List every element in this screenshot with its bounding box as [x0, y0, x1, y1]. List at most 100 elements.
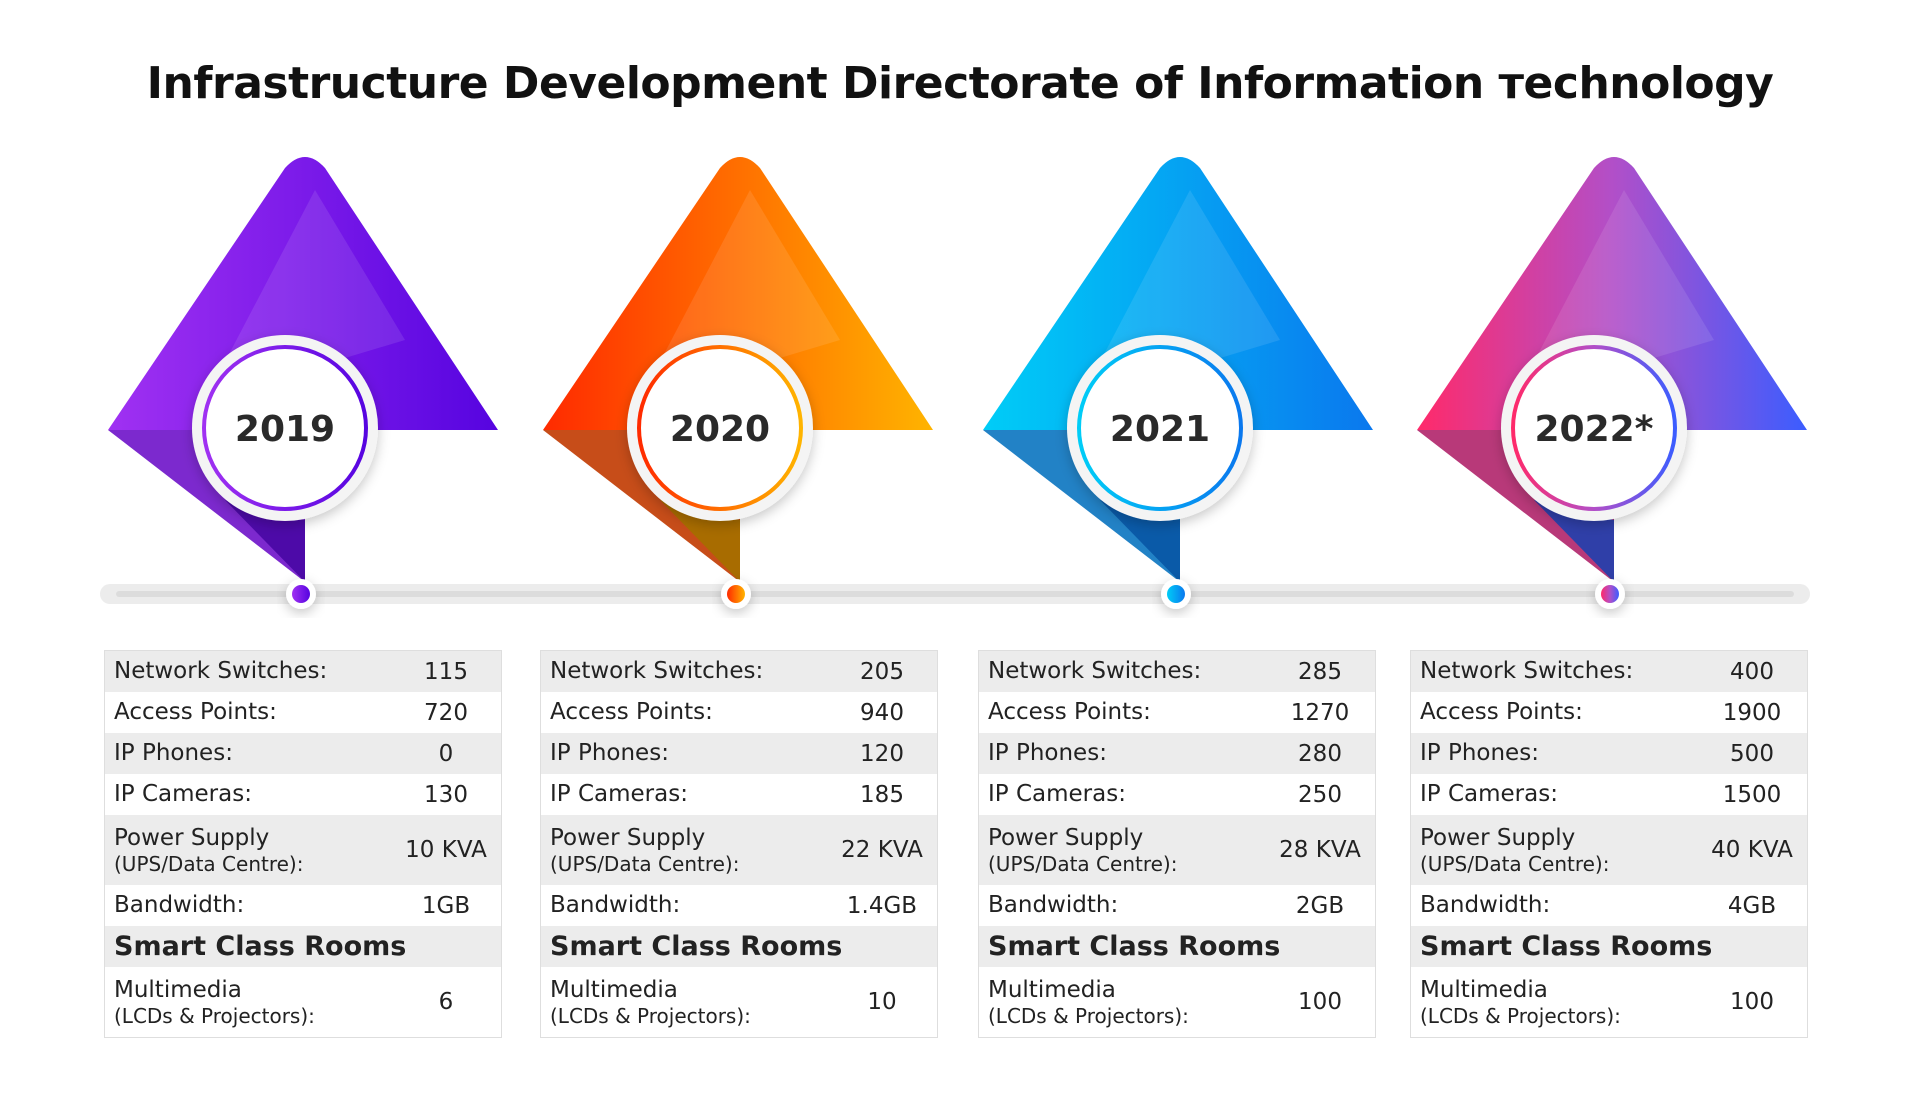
- row-value: 10: [867, 989, 897, 1015]
- ip-phones-row: IP Phones: 500: [1411, 733, 1807, 774]
- row-label: Multimedia (LCDs & Projectors):: [1420, 976, 1621, 1028]
- access-points-row: Access Points: 940: [541, 692, 937, 733]
- smart-class-rooms-heading: Smart Class Rooms: [1411, 926, 1807, 967]
- stats-table-2021: Network Switches: 285 Access Points: 1270 IP…: [978, 650, 1376, 1038]
- row-label: Multimedia (LCDs & Projectors):: [114, 976, 315, 1028]
- year-label: 2019: [235, 409, 335, 450]
- bandwidth-row: Bandwidth: 2GB: [979, 885, 1375, 926]
- row-label: Access Points:: [114, 699, 277, 725]
- year-marker-2022: 2022*: [1417, 157, 1807, 609]
- network-switches-row: Network Switches: 285: [979, 651, 1375, 692]
- stats-table-2019: Network Switches: 115 Access Points: 720 IP …: [104, 650, 502, 1038]
- row-value: 1GB: [421, 892, 471, 919]
- bandwidth-row: Bandwidth: 1.4GB: [541, 885, 937, 926]
- row-label: Smart Class Rooms: [988, 931, 1281, 962]
- multimedia-row: Multimedia (LCDs & Projectors): 10: [541, 967, 937, 1037]
- year-label: 2022*: [1534, 409, 1653, 450]
- access-points-row: Access Points: 720: [105, 692, 501, 733]
- row-label: IP Phones:: [988, 740, 1107, 766]
- row-label: Power Supply (UPS/Data Centre):: [1420, 824, 1610, 876]
- multimedia-row: Multimedia (LCDs & Projectors): 6: [105, 967, 501, 1037]
- row-value: 185: [860, 781, 904, 808]
- row-label: IP Cameras:: [1420, 781, 1558, 807]
- row-label: Bandwidth:: [988, 892, 1119, 918]
- network-switches-row: Network Switches: 115: [105, 651, 501, 692]
- row-value: 100: [1298, 989, 1342, 1015]
- ip-cameras-row: IP Cameras: 185: [541, 774, 937, 815]
- row-value: 1500: [1722, 781, 1782, 808]
- row-label: Access Points:: [1420, 699, 1583, 725]
- ip-cameras-row: IP Cameras: 130: [105, 774, 501, 815]
- row-label: Power Supply (UPS/Data Centre):: [550, 824, 740, 876]
- row-value: 280: [1298, 740, 1342, 767]
- row-value: 28 KVA: [1279, 837, 1361, 863]
- access-points-row: Access Points: 1900: [1411, 692, 1807, 733]
- row-label: IP Phones:: [114, 740, 233, 766]
- row-value: 940: [860, 699, 904, 726]
- row-value: 40 KVA: [1711, 837, 1793, 863]
- row-label: IP Cameras:: [988, 781, 1126, 807]
- smart-class-rooms-heading: Smart Class Rooms: [105, 926, 501, 967]
- smart-class-rooms-heading: Smart Class Rooms: [541, 926, 937, 967]
- row-label: Smart Class Rooms: [1420, 931, 1713, 962]
- row-label: Access Points:: [988, 699, 1151, 725]
- row-value: 205: [860, 658, 904, 685]
- year-label: 2021: [1110, 409, 1210, 450]
- row-label: IP Phones:: [1420, 740, 1539, 766]
- multimedia-row: Multimedia (LCDs & Projectors): 100: [1411, 967, 1807, 1037]
- row-label: Multimedia (LCDs & Projectors):: [550, 976, 751, 1028]
- row-value: 720: [424, 699, 468, 726]
- row-label: Network Switches:: [550, 658, 764, 684]
- row-label: Bandwidth:: [114, 892, 245, 918]
- network-switches-row: Network Switches: 400: [1411, 651, 1807, 692]
- ip-phones-row: IP Phones: 280: [979, 733, 1375, 774]
- stats-table-2020: Network Switches: 205 Access Points: 940 IP …: [540, 650, 938, 1038]
- row-value: 400: [1730, 658, 1774, 685]
- row-label: Network Switches:: [988, 658, 1202, 684]
- row-value: 120: [860, 740, 904, 767]
- row-value: 1900: [1722, 699, 1782, 726]
- network-switches-row: Network Switches: 205: [541, 651, 937, 692]
- year-label: 2020: [670, 409, 770, 450]
- row-value: 0: [438, 740, 454, 767]
- row-value: 500: [1730, 740, 1774, 767]
- ip-phones-row: IP Phones: 0: [105, 733, 501, 774]
- power-supply-row: Power Supply (UPS/Data Centre): 40 KVA: [1411, 815, 1807, 885]
- row-value: 285: [1298, 658, 1342, 685]
- row-value: 1.4GB: [846, 892, 918, 919]
- row-label: IP Phones:: [550, 740, 669, 766]
- row-value: 250: [1298, 781, 1342, 808]
- row-label: Network Switches:: [114, 658, 328, 684]
- ip-phones-row: IP Phones: 120: [541, 733, 937, 774]
- ip-cameras-row: IP Cameras: 1500: [1411, 774, 1807, 815]
- row-label: Access Points:: [550, 699, 713, 725]
- year-marker-2021: 2021: [983, 157, 1373, 609]
- row-label: Bandwidth:: [1420, 892, 1551, 918]
- row-label: IP Cameras:: [114, 781, 252, 807]
- row-value: 2GB: [1295, 892, 1345, 919]
- row-label: Power Supply (UPS/Data Centre):: [114, 824, 304, 876]
- row-value: 22 KVA: [841, 837, 923, 863]
- power-supply-row: Power Supply (UPS/Data Centre): 10 KVA: [105, 815, 501, 885]
- row-value: 4GB: [1727, 892, 1777, 919]
- multimedia-row: Multimedia (LCDs & Projectors): 100: [979, 967, 1375, 1037]
- smart-class-rooms-heading: Smart Class Rooms: [979, 926, 1375, 967]
- row-value: 10 KVA: [405, 837, 487, 863]
- row-label: Bandwidth:: [550, 892, 681, 918]
- row-value: 1270: [1290, 699, 1350, 726]
- row-label: Smart Class Rooms: [550, 931, 843, 962]
- power-supply-row: Power Supply (UPS/Data Centre): 22 KVA: [541, 815, 937, 885]
- ip-cameras-row: IP Cameras: 250: [979, 774, 1375, 815]
- access-points-row: Access Points: 1270: [979, 692, 1375, 733]
- row-value: 130: [424, 781, 468, 808]
- page-title: Infrastructure Development Directorate o…: [146, 58, 1774, 109]
- power-supply-row: Power Supply (UPS/Data Centre): 28 KVA: [979, 815, 1375, 885]
- stats-table-2022: Network Switches: 400 Access Points: 1900 IP…: [1410, 650, 1808, 1038]
- row-label: Power Supply (UPS/Data Centre):: [988, 824, 1178, 876]
- year-marker-2019: 2019: [108, 157, 498, 609]
- row-label: Multimedia (LCDs & Projectors):: [988, 976, 1189, 1028]
- bandwidth-row: Bandwidth: 1GB: [105, 885, 501, 926]
- row-value: 115: [424, 658, 468, 685]
- row-label: Smart Class Rooms: [114, 931, 407, 962]
